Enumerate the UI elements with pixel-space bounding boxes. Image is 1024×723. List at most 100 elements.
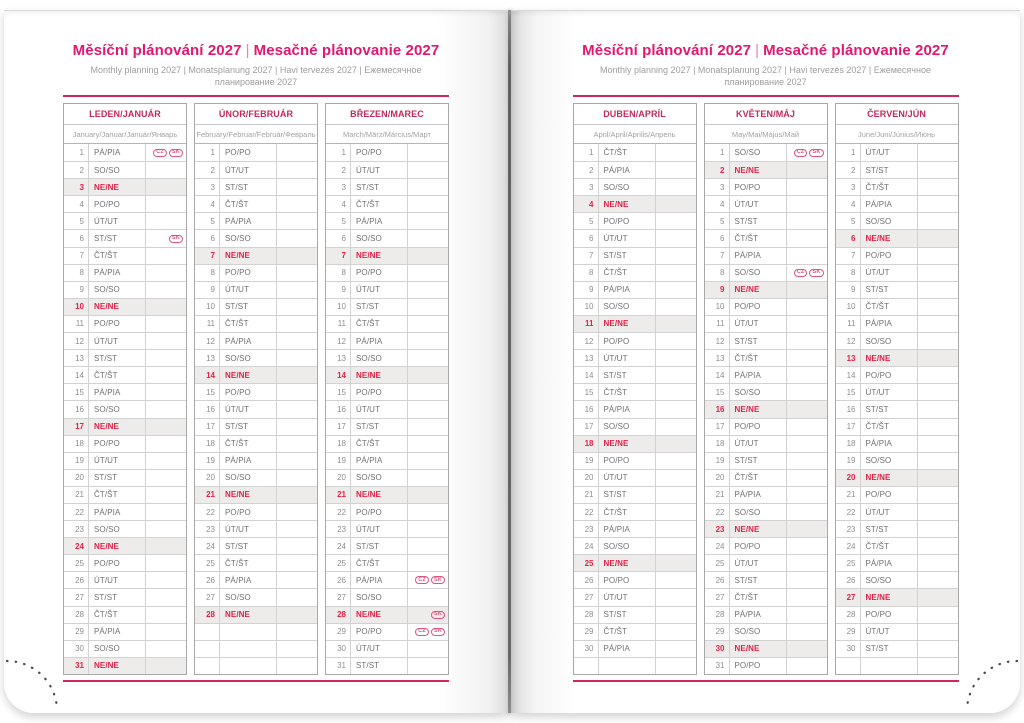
day-name-cell: ÚT/UT [861, 264, 918, 281]
day-name-cell: SO/SO [220, 350, 277, 367]
day-name-cell: SO/SO [220, 589, 277, 606]
calendar-row: 24 ČT/ŠT [835, 537, 958, 555]
notes-cell [146, 384, 186, 400]
notes-cell [277, 179, 317, 195]
day-number-cell: 27 [836, 589, 861, 606]
day-name-cell: ÚT/UT [861, 503, 918, 521]
day-number-cell [195, 657, 220, 674]
day-number-cell: 2 [836, 162, 861, 179]
day-name-cell: SO/SO [89, 401, 146, 418]
day-name-cell: SO/SO [861, 213, 918, 230]
day-number-cell: 4 [64, 196, 89, 213]
notes-cell [787, 333, 827, 349]
notes-cell [918, 641, 958, 657]
month-subtitle: April/April/Április/Апрель [573, 125, 696, 144]
day-number-cell: 11 [326, 315, 351, 333]
day-number-cell: 14 [326, 367, 351, 384]
calendar-row: 23 ÚT/UT [195, 520, 317, 538]
calendar-row: 23 ÚT/UT [326, 520, 448, 538]
calendar-grid: 1 ÚT/UT 2 ST/ST 3 ČT/ŠT 4 PÁ/PIA 5 SO/SO 6 NE/NE 7 PO… [835, 144, 958, 674]
calendar-row: 16 SO/SO [64, 400, 186, 418]
month-name: DUBEN/APRÍL [573, 104, 696, 125]
notes-cell [787, 179, 827, 195]
day-number-cell: 21 [64, 486, 89, 503]
day-number-cell: 18 [574, 435, 599, 452]
month-name: KVĚTEN/MÁJ [704, 104, 827, 125]
day-name-cell: NE/NE [220, 367, 277, 384]
month-subtitle: May/Mai/Május/Май [704, 125, 827, 144]
notes-cell [277, 299, 317, 315]
day-number-cell: 27 [326, 589, 351, 606]
calendar-row: 6 NE/NE [835, 229, 958, 247]
day-number-cell: 5 [705, 213, 730, 230]
day-name-cell: NE/NE [351, 247, 408, 264]
calendar-row: 29 SO/SO [704, 622, 827, 640]
notes-cell [656, 504, 696, 520]
calendar-row: 26 ST/ST [704, 571, 827, 589]
notes-cell [918, 179, 958, 195]
calendar-row: 21 NE/NE [326, 485, 448, 503]
calendar-row: 14 ČT/ŠT [64, 366, 186, 384]
day-name-cell: NE/NE [351, 486, 408, 503]
notes-cell [146, 419, 186, 435]
calendar-row: 22 PO/PO [195, 502, 317, 521]
day-number-cell: 31 [64, 657, 89, 674]
day-number-cell: 9 [326, 281, 351, 298]
calendar-row: 30 ST/ST [835, 639, 958, 657]
calendar-row: 11 PÁ/PIA [835, 314, 958, 333]
day-number-cell: 14 [64, 367, 89, 384]
calendar-row: 5 ST/ST [704, 212, 827, 230]
notes-cell [918, 162, 958, 178]
calendar-row: 12 ÚT/UT [64, 332, 186, 350]
notes-cell [918, 521, 958, 537]
month-name: LEDEN/JANUÁR [64, 104, 186, 125]
day-number-cell: 21 [836, 486, 861, 503]
calendar-row: 2 ÚT/UT [195, 161, 317, 179]
day-name-cell: ÚT/UT [89, 572, 146, 589]
calendar-row: 26 SO/SO [835, 571, 958, 589]
calendar-grid: 1 PO/PO 2 ÚT/UT 3 ST/ST 4 ČT/ŠT 5 PÁ/PIA 6 SO/SO 7 NE… [195, 144, 317, 674]
notes-cell [787, 401, 827, 417]
calendar-row: 24 PO/PO [704, 537, 827, 555]
notes-cell [656, 179, 696, 195]
calendar-row: 1 PO/PO [195, 144, 317, 162]
calendar-row: 21 NE/NE [195, 485, 317, 503]
day-name-cell: ÚT/UT [599, 469, 656, 486]
calendar-row [835, 656, 958, 674]
month-name: ÚNOR/FEBRUÁR [195, 104, 317, 125]
day-number-cell: 9 [574, 281, 599, 298]
month-table-june: ČERVEN/JÚN June/Juni/Június/Июнь 1 ÚT/UT 2… [834, 103, 959, 675]
day-name-cell: ST/ST [861, 281, 918, 298]
notes-cell [277, 265, 317, 281]
notes-cell [787, 470, 827, 486]
calendar-row: 18 PÁ/PIA [835, 434, 958, 452]
notes-cell [918, 213, 958, 229]
calendar-row: 28 NE/NE SK [326, 605, 448, 623]
day-number-cell: 3 [705, 179, 730, 196]
month-table-march: BŘEZEN/MAREC March/März/Március/Март 1 PO… [325, 103, 449, 675]
day-name-cell: SO/SO [220, 469, 277, 486]
day-name-cell: PO/PO [89, 555, 146, 572]
day-name-cell: PÁ/PIA [599, 281, 656, 298]
calendar-row: 17 ST/ST [326, 417, 448, 435]
calendar-row: 14 PÁ/PIA [704, 366, 827, 384]
notes-cell [146, 521, 186, 537]
notes-cell [277, 401, 317, 417]
day-number-cell: 14 [836, 367, 861, 384]
sk-holiday-badge: SK [430, 627, 445, 636]
day-name-cell: ČT/ŠT [730, 589, 787, 606]
notes-cell [277, 162, 317, 178]
notes-cell [146, 196, 186, 212]
calendar-row: 8 PO/PO [195, 263, 317, 281]
day-number-cell: 27 [64, 589, 89, 606]
day-number-cell: 6 [836, 230, 861, 247]
notes-cell [277, 144, 317, 161]
day-name-cell: ČT/ŠT [220, 555, 277, 572]
calendar-row: 14 NE/NE [326, 366, 448, 384]
notes-cell [787, 436, 827, 452]
day-name-cell: ST/ST [351, 657, 408, 674]
day-name-cell: ČT/ŠT [220, 196, 277, 213]
calendar-row: 8 PO/PO [326, 263, 448, 281]
day-number-cell: 15 [705, 384, 730, 401]
day-name-cell: ČT/ŠT [89, 367, 146, 384]
